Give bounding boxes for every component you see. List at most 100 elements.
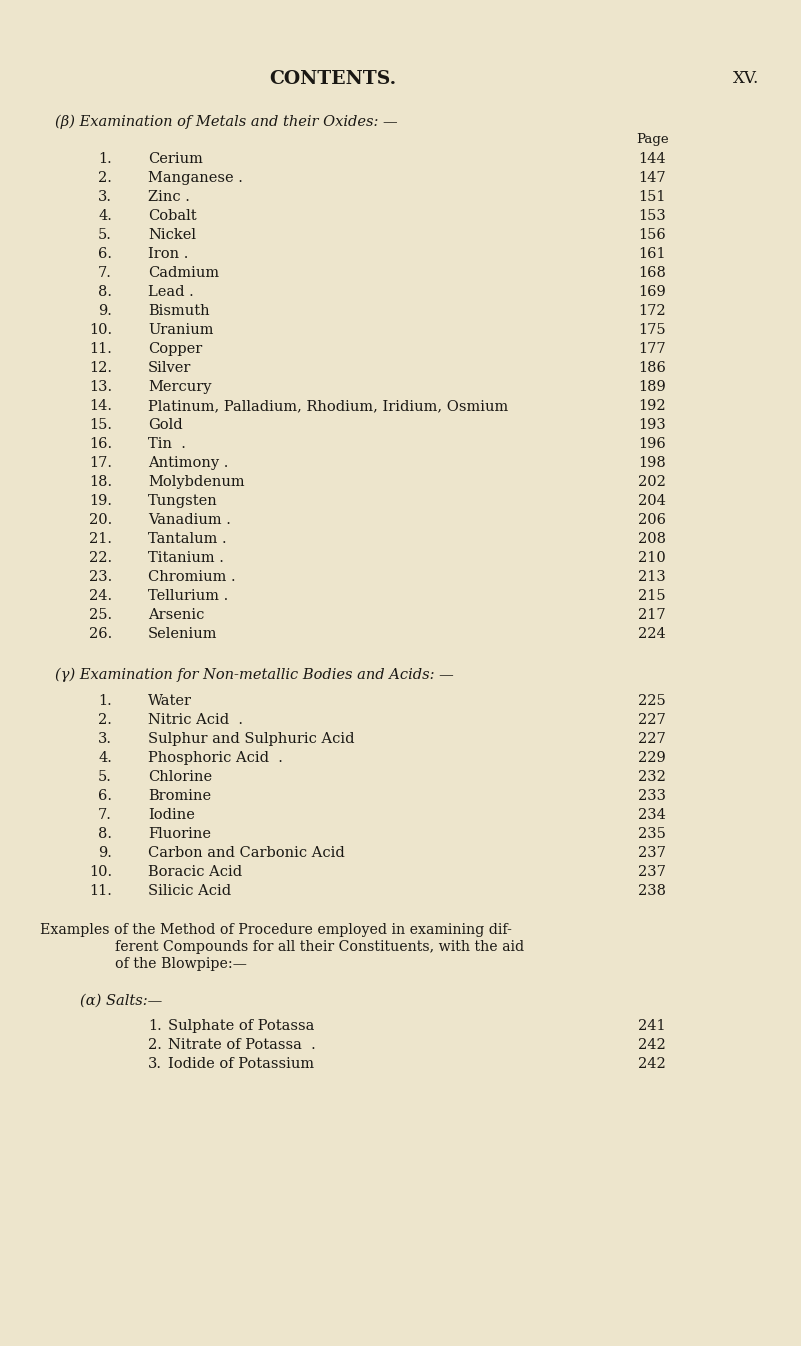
Text: of the Blowpipe:—: of the Blowpipe:— <box>115 957 247 970</box>
Text: 242: 242 <box>638 1057 666 1071</box>
Text: Sulphur and Sulphuric Acid: Sulphur and Sulphuric Acid <box>148 732 355 746</box>
Text: Bismuth: Bismuth <box>148 304 210 318</box>
Text: 225: 225 <box>638 695 666 708</box>
Text: 13.: 13. <box>89 380 112 394</box>
Text: Zinc .: Zinc . <box>148 190 190 205</box>
Text: 204: 204 <box>638 494 666 507</box>
Text: 232: 232 <box>638 770 666 783</box>
Text: Tin  .: Tin . <box>148 437 186 451</box>
Text: (γ) Examination for Non-metallic Bodies and Acids: —: (γ) Examination for Non-metallic Bodies … <box>55 668 453 682</box>
Text: Chlorine: Chlorine <box>148 770 212 783</box>
Text: Gold: Gold <box>148 419 183 432</box>
Text: 11.: 11. <box>89 884 112 898</box>
Text: 227: 227 <box>638 732 666 746</box>
Text: 186: 186 <box>638 361 666 376</box>
Text: 6.: 6. <box>98 248 112 261</box>
Text: Lead .: Lead . <box>148 285 194 299</box>
Text: 8.: 8. <box>98 285 112 299</box>
Text: Iodide of Potassium: Iodide of Potassium <box>168 1057 314 1071</box>
Text: 6.: 6. <box>98 789 112 804</box>
Text: Iodine: Iodine <box>148 808 195 822</box>
Text: Tellurium .: Tellurium . <box>148 590 228 603</box>
Text: Cerium: Cerium <box>148 152 203 166</box>
Text: Copper: Copper <box>148 342 202 355</box>
Text: 213: 213 <box>638 569 666 584</box>
Text: 2.: 2. <box>148 1038 162 1053</box>
Text: 22.: 22. <box>89 551 112 565</box>
Text: Phosphoric Acid  .: Phosphoric Acid . <box>148 751 283 765</box>
Text: 151: 151 <box>638 190 666 205</box>
Text: Water: Water <box>148 695 192 708</box>
Text: Vanadium .: Vanadium . <box>148 513 231 528</box>
Text: 144: 144 <box>638 152 666 166</box>
Text: 9.: 9. <box>99 847 112 860</box>
Text: 15.: 15. <box>89 419 112 432</box>
Text: Chromium .: Chromium . <box>148 569 235 584</box>
Text: 4.: 4. <box>99 209 112 223</box>
Text: 147: 147 <box>638 171 666 184</box>
Text: 1.: 1. <box>148 1019 162 1032</box>
Text: Tungsten: Tungsten <box>148 494 218 507</box>
Text: 16.: 16. <box>89 437 112 451</box>
Text: Nitrate of Potassa  .: Nitrate of Potassa . <box>168 1038 316 1053</box>
Text: Sulphate of Potassa: Sulphate of Potassa <box>168 1019 314 1032</box>
Text: 168: 168 <box>638 267 666 280</box>
Text: Manganese .: Manganese . <box>148 171 243 184</box>
Text: 2.: 2. <box>99 713 112 727</box>
Text: 4.: 4. <box>99 751 112 765</box>
Text: 172: 172 <box>638 304 666 318</box>
Text: Platinum, Palladium, Rhodium, Iridium, Osmium: Platinum, Palladium, Rhodium, Iridium, O… <box>148 398 509 413</box>
Text: Bromine: Bromine <box>148 789 211 804</box>
Text: 8.: 8. <box>98 826 112 841</box>
Text: 5.: 5. <box>99 227 112 242</box>
Text: 3.: 3. <box>98 732 112 746</box>
Text: 208: 208 <box>638 532 666 546</box>
Text: 192: 192 <box>638 398 666 413</box>
Text: 18.: 18. <box>89 475 112 489</box>
Text: 189: 189 <box>638 380 666 394</box>
Text: 17.: 17. <box>89 456 112 470</box>
Text: Arsenic: Arsenic <box>148 608 204 622</box>
Text: 156: 156 <box>638 227 666 242</box>
Text: Cobalt: Cobalt <box>148 209 196 223</box>
Text: 1.: 1. <box>99 152 112 166</box>
Text: 20.: 20. <box>89 513 112 528</box>
Text: Selenium: Selenium <box>148 627 218 641</box>
Text: 10.: 10. <box>89 865 112 879</box>
Text: Silicic Acid: Silicic Acid <box>148 884 231 898</box>
Text: Fluorine: Fluorine <box>148 826 211 841</box>
Text: 217: 217 <box>638 608 666 622</box>
Text: 233: 233 <box>638 789 666 804</box>
Text: ferent Compounds for all their Constituents, with the aid: ferent Compounds for all their Constitue… <box>115 940 524 954</box>
Text: 14.: 14. <box>89 398 112 413</box>
Text: 238: 238 <box>638 884 666 898</box>
Text: XV.: XV. <box>733 70 759 87</box>
Text: (β) Examination of Metals and their Oxides: —: (β) Examination of Metals and their Oxid… <box>55 114 397 129</box>
Text: 210: 210 <box>638 551 666 565</box>
Text: Uranium: Uranium <box>148 323 214 336</box>
Text: 206: 206 <box>638 513 666 528</box>
Text: 153: 153 <box>638 209 666 223</box>
Text: Silver: Silver <box>148 361 191 376</box>
Text: Antimony .: Antimony . <box>148 456 228 470</box>
Text: 3.: 3. <box>98 190 112 205</box>
Text: 3.: 3. <box>148 1057 162 1071</box>
Text: 169: 169 <box>638 285 666 299</box>
Text: 1.: 1. <box>99 695 112 708</box>
Text: Carbon and Carbonic Acid: Carbon and Carbonic Acid <box>148 847 344 860</box>
Text: (α) Salts:—: (α) Salts:— <box>80 993 163 1008</box>
Text: 202: 202 <box>638 475 666 489</box>
Text: 5.: 5. <box>99 770 112 783</box>
Text: 237: 237 <box>638 847 666 860</box>
Text: 193: 193 <box>638 419 666 432</box>
Text: Iron .: Iron . <box>148 248 188 261</box>
Text: Page: Page <box>636 133 669 145</box>
Text: Nickel: Nickel <box>148 227 196 242</box>
Text: 235: 235 <box>638 826 666 841</box>
Text: 234: 234 <box>638 808 666 822</box>
Text: Examples of the Method of Procedure employed in examining dif-: Examples of the Method of Procedure empl… <box>40 923 512 937</box>
Text: 9.: 9. <box>99 304 112 318</box>
Text: CONTENTS.: CONTENTS. <box>269 70 396 87</box>
Text: Tantalum .: Tantalum . <box>148 532 227 546</box>
Text: 7.: 7. <box>99 267 112 280</box>
